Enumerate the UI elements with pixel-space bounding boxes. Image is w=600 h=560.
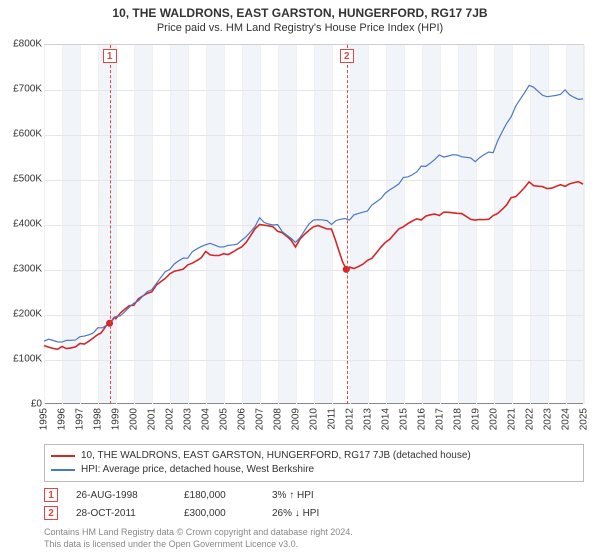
x-tick-label: 2012 [345,408,356,430]
y-tick-label: £300K [2,264,42,275]
x-tick-label: 2020 [489,408,500,430]
x-tick-label: 2011 [327,408,338,430]
event-line [347,45,348,404]
chart-title: 10, THE WALDRONS, EAST GARSTON, HUNGERFO… [0,0,600,20]
x-tick-label: 2018 [453,408,464,430]
x-tick-label: 2019 [471,408,482,430]
event-marker: 2 [340,49,354,63]
y-tick-label: £700K [2,84,42,95]
chart-container: 10, THE WALDRONS, EAST GARSTON, HUNGERFO… [0,0,600,560]
series-line [44,85,583,342]
x-tick-label: 2021 [507,408,518,430]
legend-item-2: HPI: Average price, detached house, West… [51,463,577,477]
event-badge-2: 2 [44,506,58,520]
x-tick-label: 2009 [291,408,302,430]
chart-subtitle: Price paid vs. HM Land Registry's House … [0,20,600,38]
x-tick-label: 2015 [399,408,410,430]
legend-swatch-2 [51,469,75,471]
event-delta-2: 26% ↓ HPI [272,508,362,519]
footer-attribution: Contains HM Land Registry data © Crown c… [44,526,584,550]
event-price-1: £180,000 [184,490,254,501]
legend-swatch-1 [51,455,75,457]
x-tick-label: 2001 [147,408,158,430]
legend-label-2: HPI: Average price, detached house, West… [81,463,314,477]
y-tick-label: £500K [2,174,42,185]
x-gridline [584,45,585,404]
event-row-1: 1 26-AUG-1998 £180,000 3% ↑ HPI [44,486,584,504]
x-tick-label: 2000 [129,408,140,430]
x-tick-label: 2003 [183,408,194,430]
x-tick-label: 2014 [381,408,392,430]
x-tick-label: 1997 [75,408,86,430]
x-tick-label: 1998 [93,408,104,430]
x-tick-label: 2016 [417,408,428,430]
event-row-2: 2 28-OCT-2011 £300,000 26% ↓ HPI [44,504,584,522]
y-tick-label: £200K [2,309,42,320]
x-tick-label: 1995 [39,408,50,430]
x-tick-label: 1999 [111,408,122,430]
event-date-1: 26-AUG-1998 [76,490,166,501]
x-tick-label: 2010 [309,408,320,430]
x-tick-label: 2023 [543,408,554,430]
line-layer [44,45,583,404]
x-tick-label: 2022 [525,408,536,430]
y-tick-label: £0 [2,399,42,410]
event-delta-1: 3% ↑ HPI [272,490,362,501]
footer-line-1: Contains HM Land Registry data © Crown c… [44,526,584,538]
y-tick-label: £800K [2,39,42,50]
x-tick-label: 2004 [201,408,212,430]
x-tick-label: 2013 [363,408,374,430]
legend: 10, THE WALDRONS, EAST GARSTON, HUNGERFO… [44,444,584,482]
legend-item-1: 10, THE WALDRONS, EAST GARSTON, HUNGERFO… [51,449,577,463]
series-line [44,182,583,350]
plot-area: 12 [44,44,584,404]
event-date-2: 28-OCT-2011 [76,508,166,519]
y-tick-label: £400K [2,219,42,230]
legend-label-1: 10, THE WALDRONS, EAST GARSTON, HUNGERFO… [81,449,471,463]
x-tick-label: 2024 [561,408,572,430]
y-tick-label: £100K [2,354,42,365]
footer-line-2: This data is licensed under the Open Gov… [44,538,584,550]
event-line [110,45,111,404]
event-price-2: £300,000 [184,508,254,519]
event-marker: 1 [103,49,117,63]
x-tick-label: 2025 [579,408,590,430]
x-tick-label: 2007 [255,408,266,430]
event-badge-1: 1 [44,488,58,502]
x-tick-label: 2005 [219,408,230,430]
x-tick-label: 2002 [165,408,176,430]
x-tick-label: 1996 [57,408,68,430]
x-tick-label: 2006 [237,408,248,430]
x-tick-label: 2008 [273,408,284,430]
events-table: 1 26-AUG-1998 £180,000 3% ↑ HPI 2 28-OCT… [44,486,584,522]
y-tick-label: £600K [2,129,42,140]
x-tick-label: 2017 [435,408,446,430]
